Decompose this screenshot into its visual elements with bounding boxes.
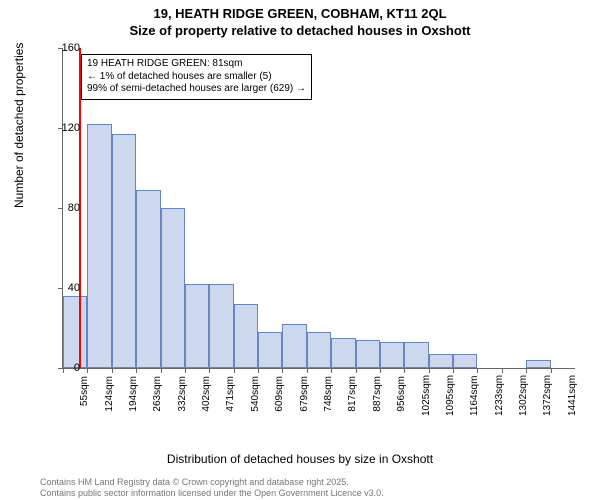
histogram-bar (404, 342, 428, 368)
xtick-mark (477, 368, 478, 373)
property-marker-annotation: 19 HEATH RIDGE GREEN: 81sqm ← 1% of deta… (81, 54, 312, 100)
xtick-label: 1372sqm (542, 376, 553, 416)
xtick-mark (356, 368, 357, 373)
footer-line-2: Contains public sector information licen… (40, 488, 384, 499)
ytick-label: 120 (50, 122, 80, 134)
xtick-label: 124sqm (104, 376, 115, 416)
histogram-bar (307, 332, 331, 368)
annotation-line-2: ← 1% of detached houses are smaller (5) (87, 71, 306, 84)
title-line-1: 19, HEATH RIDGE GREEN, COBHAM, KT11 2QL (0, 6, 600, 23)
xtick-mark (502, 368, 503, 373)
xtick-mark (185, 368, 186, 373)
xtick-label: 609sqm (274, 376, 285, 416)
histogram-bar (87, 124, 111, 368)
xtick-mark (87, 368, 88, 373)
xtick-label: 679sqm (299, 376, 310, 416)
ytick-label: 40 (50, 282, 80, 294)
xtick-mark (209, 368, 210, 373)
xtick-mark (429, 368, 430, 373)
xtick-mark (453, 368, 454, 373)
histogram-bar (526, 360, 550, 368)
y-axis-label: Number of detached properties (12, 43, 26, 208)
histogram-plot-area: 19 HEATH RIDGE GREEN: 81sqm ← 1% of deta… (62, 48, 575, 369)
histogram-bar (356, 340, 380, 368)
histogram-bar (282, 324, 306, 368)
annotation-line-1: 19 HEATH RIDGE GREEN: 81sqm (87, 58, 306, 71)
xtick-mark (380, 368, 381, 373)
xtick-mark (136, 368, 137, 373)
xtick-label: 887sqm (372, 376, 383, 416)
xtick-mark (526, 368, 527, 373)
xtick-label: 817sqm (347, 376, 358, 416)
title-line-2: Size of property relative to detached ho… (0, 23, 600, 40)
histogram-bar (234, 304, 258, 368)
histogram-bar (161, 208, 185, 368)
xtick-mark (404, 368, 405, 373)
xtick-mark (234, 368, 235, 373)
xtick-label: 402sqm (201, 376, 212, 416)
xtick-mark (161, 368, 162, 373)
xtick-mark (282, 368, 283, 373)
ytick-label: 0 (50, 362, 80, 374)
x-axis-label: Distribution of detached houses by size … (0, 452, 600, 466)
chart-title-block: 19, HEATH RIDGE GREEN, COBHAM, KT11 2QL … (0, 0, 600, 40)
xtick-mark (307, 368, 308, 373)
xtick-label: 540sqm (250, 376, 261, 416)
histogram-bar (209, 284, 233, 368)
histogram-bar (63, 296, 87, 368)
xtick-label: 1302sqm (518, 376, 529, 416)
histogram-bar (136, 190, 160, 368)
histogram-bar (380, 342, 404, 368)
xtick-mark (258, 368, 259, 373)
xtick-label: 194sqm (128, 376, 139, 416)
xtick-label: 471sqm (225, 376, 236, 416)
xtick-label: 332sqm (177, 376, 188, 416)
annotation-line-3: 99% of semi-detached houses are larger (… (87, 83, 306, 96)
xtick-label: 1095sqm (445, 376, 456, 416)
xtick-mark (331, 368, 332, 373)
histogram-bar (112, 134, 136, 368)
histogram-bar (185, 284, 209, 368)
xtick-label: 263sqm (152, 376, 163, 416)
histogram-bar (453, 354, 477, 368)
xtick-label: 748sqm (323, 376, 334, 416)
attribution-footer: Contains HM Land Registry data © Crown c… (40, 477, 384, 499)
histogram-bar (258, 332, 282, 368)
xtick-label: 1441sqm (567, 376, 578, 416)
xtick-mark (551, 368, 552, 373)
histogram-bar (429, 354, 453, 368)
xtick-label: 1025sqm (421, 376, 432, 416)
ytick-label: 80 (50, 202, 80, 214)
ytick-label: 160 (50, 42, 80, 54)
xtick-label: 1233sqm (494, 376, 505, 416)
footer-line-1: Contains HM Land Registry data © Crown c… (40, 477, 384, 488)
xtick-mark (112, 368, 113, 373)
xtick-label: 1164sqm (469, 376, 480, 416)
xtick-label: 55sqm (79, 376, 90, 416)
histogram-bar (331, 338, 355, 368)
xtick-label: 956sqm (396, 376, 407, 416)
